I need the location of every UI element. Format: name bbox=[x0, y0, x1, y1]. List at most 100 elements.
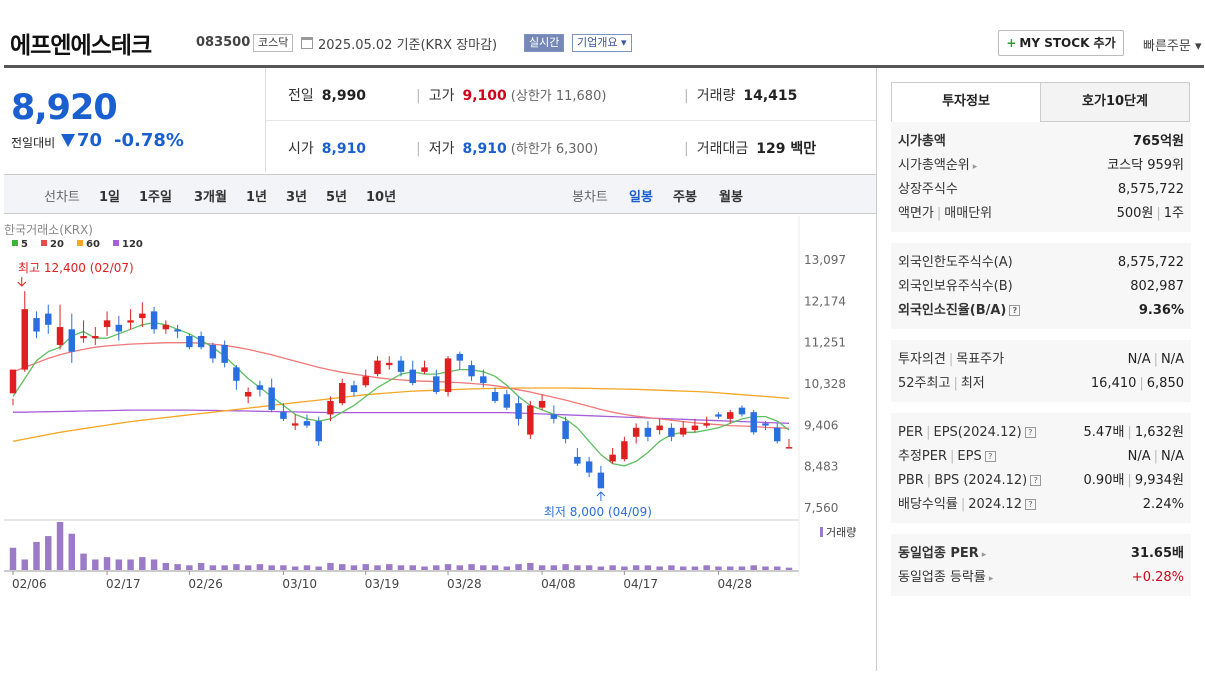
candle-body bbox=[644, 427, 652, 437]
main-panel: 8,920 전일대비 70 -0.78% 전일 8,990 | 고가 9,100 (상한… bbox=[4, 68, 876, 671]
help-icon[interactable]: ? bbox=[1030, 475, 1042, 486]
help-icon[interactable]: ? bbox=[984, 451, 996, 462]
separator: | bbox=[1153, 449, 1158, 464]
volume-bar bbox=[80, 553, 87, 570]
info-value: N/A | N/A bbox=[1128, 348, 1184, 372]
info-key: 외국인보유주식수(B) bbox=[898, 275, 1013, 299]
period-monthly[interactable]: 월봉 bbox=[719, 190, 743, 205]
candle-body bbox=[738, 407, 746, 415]
volume-bar bbox=[221, 565, 228, 570]
y-tick-label: 9,406 bbox=[804, 418, 838, 432]
info-key-text: 외국인한도주식수(A) bbox=[898, 255, 1013, 270]
stock-header: 에프엔에스테크 083500 코스닥 2025.05.02 기준(KRX 장마감… bbox=[0, 0, 1205, 64]
volume-bar bbox=[68, 533, 76, 570]
candle-body bbox=[421, 367, 428, 372]
info-row: 동일업종 PER ▸ 31.65배 bbox=[898, 542, 1184, 566]
info-key-text-2: BPS (2024.12) bbox=[934, 473, 1028, 488]
volume-bar bbox=[574, 565, 581, 570]
period-1w[interactable]: 1주일 bbox=[139, 190, 172, 205]
info-row: 외국인보유주식수(B) 802,987 bbox=[898, 275, 1184, 299]
period-3y[interactable]: 3년 bbox=[286, 190, 308, 205]
candle-body bbox=[303, 421, 311, 426]
candle-body bbox=[397, 360, 405, 372]
candle-body bbox=[409, 369, 416, 384]
y-tick-label: 13,097 bbox=[804, 253, 846, 267]
info-section-4: PER | EPS(2024.12)? 5.47배 | 1,632원 추정PER | EPS? N… bbox=[891, 413, 1191, 524]
candle-body bbox=[480, 376, 487, 384]
y-tick-label: 12,174 bbox=[804, 294, 846, 308]
candle-body bbox=[691, 425, 699, 431]
volume-bar bbox=[503, 566, 511, 570]
info-section-1: 시가총액 765억원 시가총액순위 ▸ 코스닥 959위 상장주식수 8,575,722 액면… bbox=[891, 122, 1191, 233]
info-value-text: 9.36% bbox=[1138, 303, 1184, 318]
info-value: 765억원 bbox=[1133, 130, 1184, 154]
info-value-text: 코스닥 959위 bbox=[1107, 158, 1184, 173]
legend-label: 120 bbox=[122, 239, 143, 250]
info-section-2: 외국인한도주식수(A) 8,575,722 외국인보유주식수(B) 802,987 외국… bbox=[891, 243, 1191, 330]
realtime-button[interactable]: 실시간 bbox=[524, 34, 565, 52]
open-cell: 시가 8,910 bbox=[288, 138, 366, 158]
candle-body bbox=[197, 336, 205, 348]
period-10y[interactable]: 10년 bbox=[366, 190, 397, 205]
price-chart[interactable]: 한국거래소(KRX) 5 20 60 120 13,097 12,174 11,251 10,3… bbox=[4, 216, 876, 671]
separator: | bbox=[1127, 473, 1132, 488]
candle-body bbox=[221, 344, 228, 363]
info-key[interactable]: 동일업종 PER ▸ bbox=[898, 542, 986, 567]
quote-row-1: 전일 8,990 | 고가 9,100 (상한가 11,680) | 거래량 14,415 bbox=[266, 68, 876, 120]
candle-body bbox=[150, 311, 158, 330]
quote-grid: 전일 8,990 | 고가 9,100 (상한가 11,680) | 거래량 14,415 … bbox=[266, 68, 876, 172]
candle-body bbox=[386, 362, 393, 366]
help-icon[interactable]: ? bbox=[1009, 305, 1021, 316]
candle-body bbox=[80, 336, 87, 339]
volume-bar bbox=[256, 564, 264, 570]
candle-body bbox=[162, 324, 170, 330]
help-icon[interactable]: ? bbox=[1024, 499, 1036, 510]
help-icon[interactable]: ? bbox=[1024, 427, 1036, 438]
info-key[interactable]: 동일업종 등락률 ▸ bbox=[898, 566, 993, 591]
info-key: 52주최고 | 최저 bbox=[898, 372, 985, 396]
y-tick-label: 11,251 bbox=[804, 336, 846, 350]
info-key-text: 외국인보유주식수(B) bbox=[898, 279, 1013, 294]
info-key-text-2: 매매단위 bbox=[944, 206, 993, 221]
period-1d[interactable]: 1일 bbox=[99, 190, 121, 205]
period-1y[interactable]: 1년 bbox=[246, 190, 268, 205]
separator: | bbox=[936, 206, 942, 221]
volume-bar bbox=[139, 557, 146, 570]
tab-orderbook[interactable]: 호가10단계 bbox=[1040, 82, 1190, 122]
amount-value: 129 백만 bbox=[756, 141, 817, 157]
volume-bar bbox=[444, 564, 452, 570]
period-5y[interactable]: 5년 bbox=[326, 190, 348, 205]
info-key-text: 투자의견 bbox=[898, 352, 946, 367]
period-3m[interactable]: 3개월 bbox=[194, 190, 227, 205]
volume-bar bbox=[409, 565, 416, 570]
info-key-text: 배당수익률 bbox=[898, 497, 958, 512]
period-weekly[interactable]: 주봉 bbox=[673, 190, 697, 205]
company-overview-button[interactable]: 기업개요 ▾ bbox=[572, 34, 632, 52]
quick-order-button[interactable]: 빠른주문 ▾ bbox=[1143, 39, 1202, 54]
info-key: PER | EPS(2024.12)? bbox=[898, 421, 1036, 445]
amount-label: 거래대금 bbox=[696, 141, 749, 157]
prev-close-cell: 전일 8,990 bbox=[288, 85, 366, 105]
candle-body bbox=[774, 427, 781, 442]
high-cell: | 고가 9,100 (상한가 11,680) bbox=[416, 85, 606, 105]
info-key: 배당수익률 | 2024.12? bbox=[898, 493, 1036, 517]
candle-body bbox=[750, 412, 757, 433]
info-value-text: 8,575,722 bbox=[1117, 255, 1184, 270]
x-tick-label: 02/17 bbox=[106, 577, 141, 591]
candle-body bbox=[327, 400, 334, 415]
volume-bar bbox=[33, 541, 40, 570]
info-key-text: 액면가 bbox=[898, 206, 934, 221]
info-key[interactable]: 시가총액순위 ▸ bbox=[898, 154, 977, 179]
change-amount-value: 70 bbox=[77, 130, 103, 151]
legend-swatch bbox=[77, 240, 83, 246]
tab-investment-info[interactable]: 투자정보 bbox=[891, 82, 1041, 122]
line-chart-label: 선차트 bbox=[44, 190, 80, 205]
volume-bar bbox=[774, 566, 781, 570]
info-row: 52주최고 | 최저 16,410 | 6,850 bbox=[898, 372, 1184, 396]
period-daily[interactable]: 일봉 bbox=[629, 190, 653, 205]
info-value: 8,575,722 bbox=[1118, 178, 1184, 202]
info-row: 투자의견 | 목표주가 N/A | N/A bbox=[898, 348, 1184, 372]
add-mystock-button[interactable]: + MY STOCK 추가 bbox=[998, 30, 1124, 56]
volume-bar bbox=[56, 522, 64, 570]
info-tabs: 투자정보 호가10단계 bbox=[891, 82, 1191, 122]
